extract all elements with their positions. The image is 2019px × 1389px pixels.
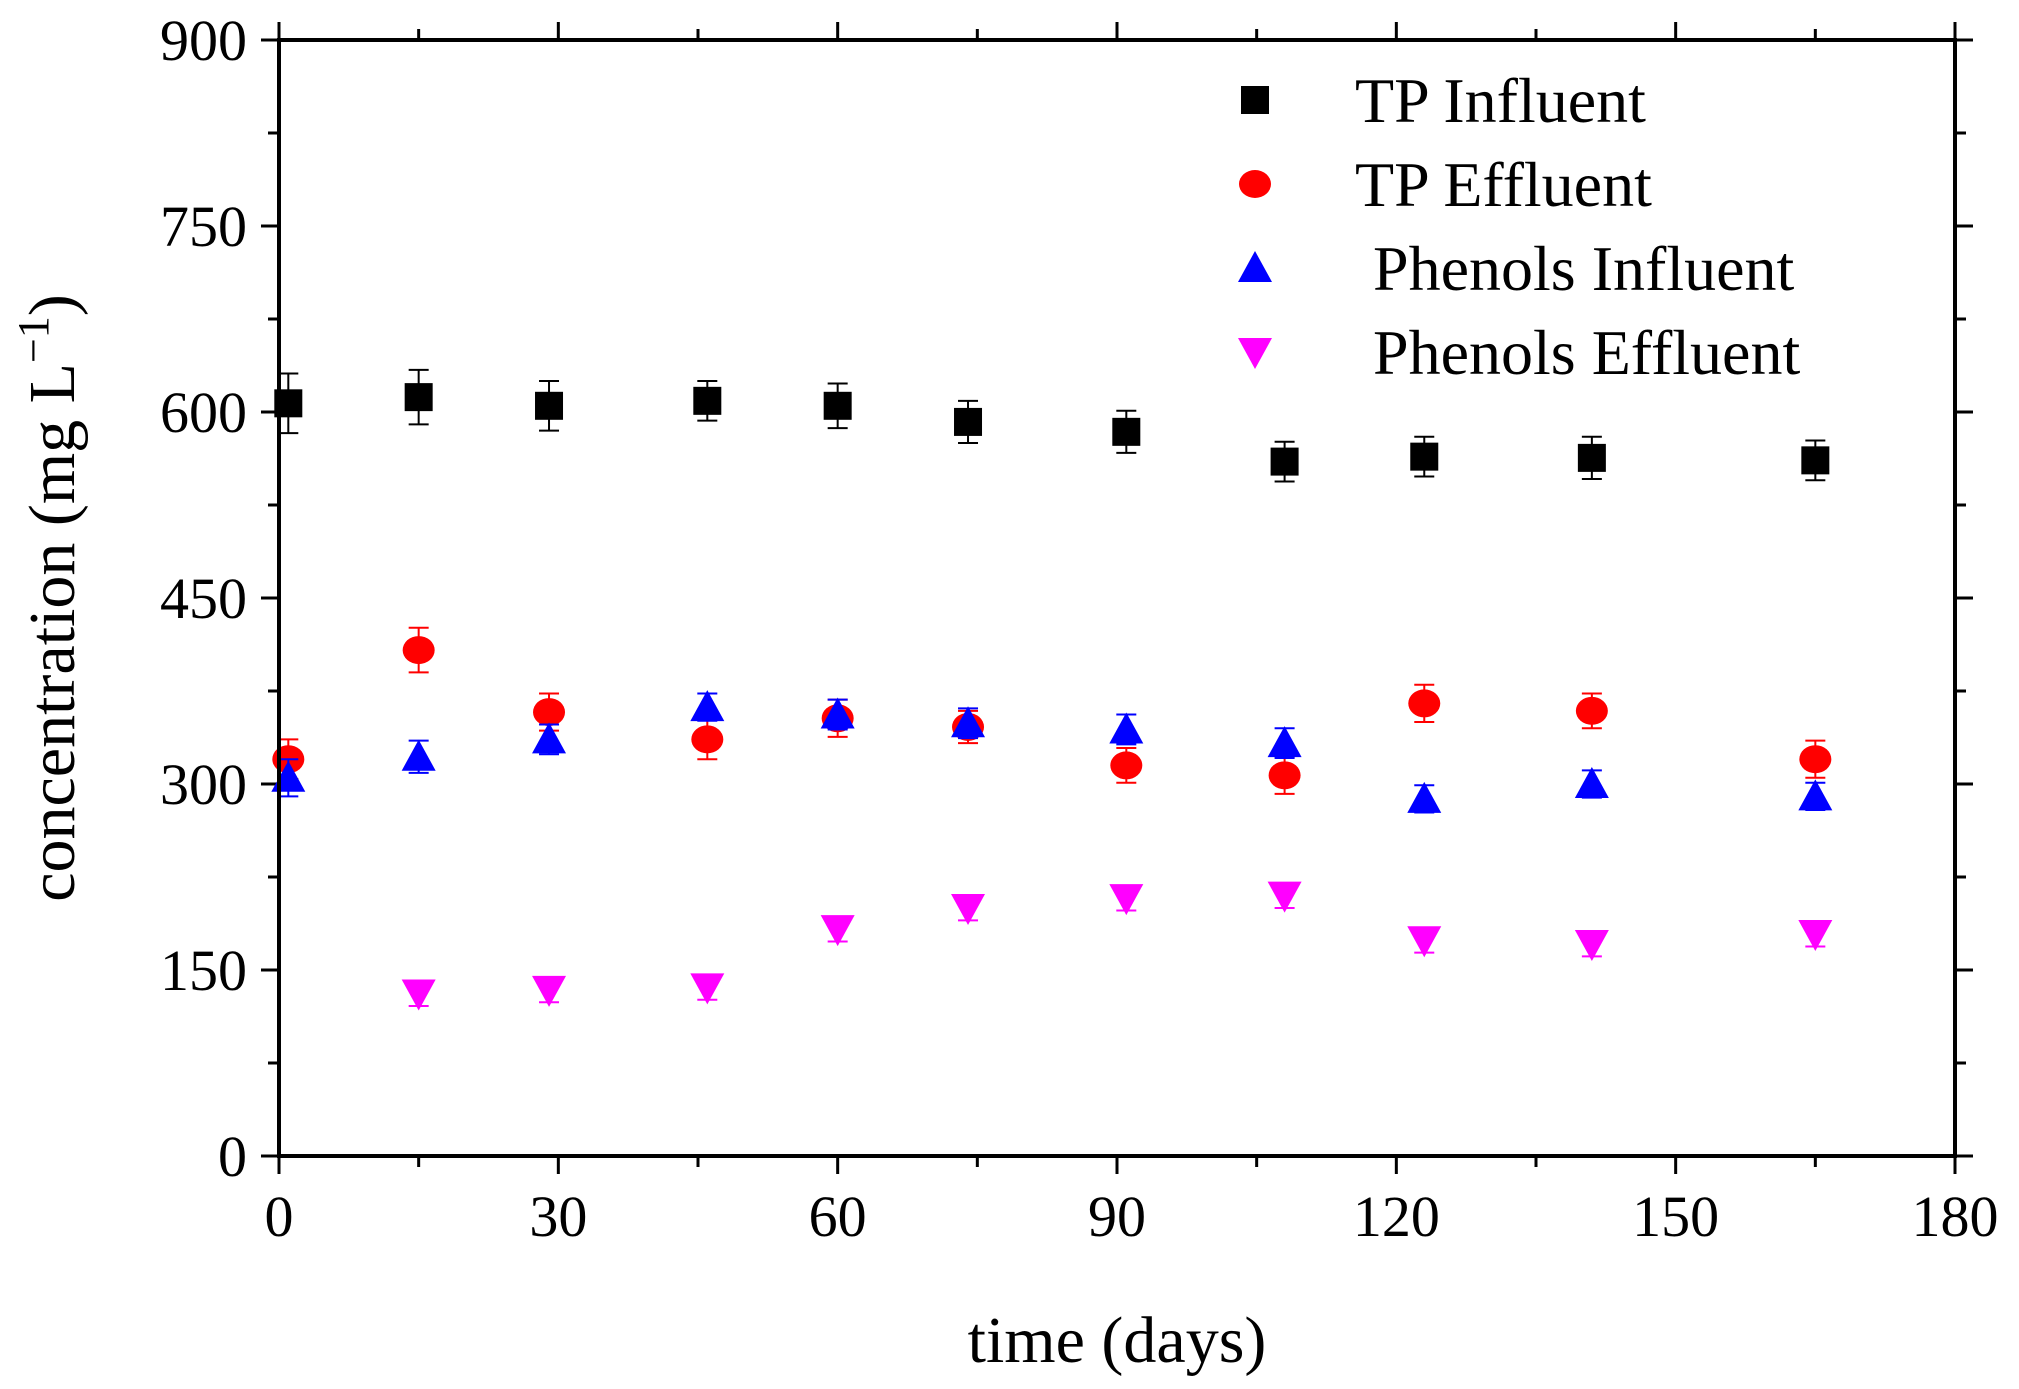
- series-tp-influent: [274, 368, 1830, 483]
- y-axis-title-close: ): [16, 294, 89, 316]
- y-tick-label: 600: [160, 380, 247, 445]
- data-point: [533, 698, 566, 727]
- y-axis-title: concentration (mg L−1): [9, 294, 89, 902]
- data-point: [1408, 689, 1441, 718]
- legend-label: Phenols Effluent: [1373, 317, 1800, 388]
- data-point: [404, 383, 433, 412]
- y-axis-title-main: concentration (mg L: [16, 363, 89, 902]
- data-point: [1574, 767, 1609, 798]
- data-point: [402, 636, 435, 665]
- x-tick-label: 90: [1088, 1184, 1146, 1249]
- data-point: [1407, 781, 1442, 813]
- legend-label: TP Influent: [1355, 65, 1646, 136]
- legend-label: Phenols Influent: [1373, 233, 1795, 304]
- x-tick-label: 180: [1912, 1184, 1999, 1249]
- data-point: [1267, 726, 1302, 758]
- y-axis-title-sup: −1: [9, 316, 58, 363]
- legend-marker: [1238, 251, 1272, 282]
- data-point: [820, 915, 855, 947]
- data-point: [1798, 920, 1833, 952]
- data-point: [1268, 761, 1301, 790]
- y-tick-label: 450: [160, 566, 247, 631]
- data-point: [951, 706, 986, 738]
- data-point: [1574, 929, 1609, 961]
- data-point: [532, 975, 567, 1007]
- axis-ticks: [261, 22, 1973, 1174]
- data-point: [691, 725, 724, 754]
- x-axis-title: time (days): [968, 1304, 1267, 1377]
- data-point: [693, 386, 722, 415]
- y-tick-label: 900: [160, 8, 247, 73]
- data-point: [1270, 447, 1299, 476]
- legend-marker: [1239, 170, 1271, 198]
- data-point: [535, 391, 564, 420]
- data-point: [401, 979, 436, 1011]
- legend-label: TP Effluent: [1355, 149, 1652, 220]
- x-tick-label: 30: [529, 1184, 587, 1249]
- data-point: [1109, 712, 1144, 744]
- series-tp-effluent: [272, 626, 1832, 795]
- data-points: [271, 368, 1833, 1011]
- y-tick-label: 300: [160, 752, 247, 817]
- data-point: [690, 973, 725, 1005]
- y-tick-label: 750: [160, 194, 247, 259]
- y-tick-label: 0: [218, 1124, 247, 1189]
- x-tick-label: 120: [1353, 1184, 1440, 1249]
- data-point: [1577, 443, 1606, 472]
- data-point: [532, 722, 567, 754]
- data-point: [1801, 446, 1830, 475]
- y-tick-label: 150: [160, 938, 247, 1003]
- data-point: [1267, 881, 1302, 913]
- data-point: [401, 739, 436, 771]
- data-point: [1110, 751, 1143, 780]
- data-point: [1407, 926, 1442, 958]
- data-point: [954, 407, 983, 436]
- data-point: [1109, 884, 1144, 916]
- x-tick-label: 0: [265, 1184, 294, 1249]
- data-point: [1410, 442, 1439, 471]
- data-point: [1798, 779, 1833, 811]
- data-point: [1575, 696, 1608, 725]
- data-point: [1112, 417, 1141, 446]
- data-point: [951, 894, 986, 925]
- legend-marker: [1238, 338, 1272, 369]
- plot-frame: [277, 38, 1957, 1158]
- data-point: [823, 391, 852, 420]
- legend: TP Influent TP Effluent Phenols Influent Ph…: [1238, 65, 1800, 388]
- x-tick-label: 60: [809, 1184, 867, 1249]
- legend-marker: [1241, 86, 1269, 114]
- data-point: [690, 690, 725, 722]
- data-point: [820, 697, 855, 729]
- x-tick-label: 150: [1632, 1184, 1719, 1249]
- series-phenols-effluent: [401, 881, 1833, 1011]
- series-phenols-influent: [271, 690, 1833, 814]
- tick-labels: 0 30 60 90 120 150 180 0 150 300 450 600 750 900: [160, 8, 1999, 1249]
- data-point: [1799, 745, 1832, 774]
